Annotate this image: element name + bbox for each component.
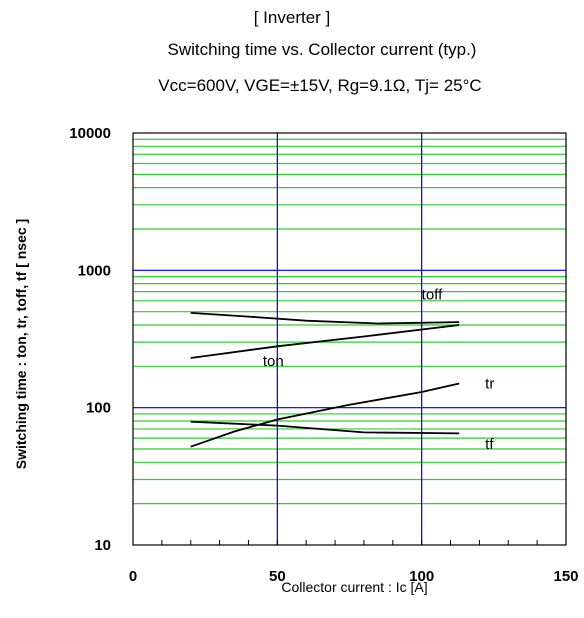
y-tick-label: 10	[94, 537, 111, 554]
chart-conditions: Vcc=600V, VGE=±15V, Rg=9.1Ω, Tj= 25°C	[158, 76, 482, 95]
series-label-tf: tf	[485, 436, 494, 453]
minor-grid	[133, 138, 566, 505]
x-tick-label: 50	[269, 568, 286, 585]
tick-labels: 10 100 1000 10000 0 50 100 150	[69, 125, 578, 585]
y-axis-label: Switching time : ton, tr, toff, tf [ nse…	[13, 219, 29, 469]
series-line-tr	[190, 382, 460, 448]
curves	[190, 312, 460, 448]
x-tick-label: 0	[129, 568, 137, 585]
series-line-tf	[190, 420, 460, 435]
series-line-toff	[190, 312, 460, 325]
x-tick-label: 100	[409, 568, 434, 585]
chart-title-inverter: [ Inverter ]	[253, 8, 331, 27]
series-label-tr: tr	[485, 375, 494, 392]
major-grid	[133, 133, 566, 545]
y-tick-label: 10000	[69, 125, 111, 142]
x-tick-label: 150	[553, 568, 578, 585]
tick-marks	[161, 540, 538, 545]
x-axis-label: Collector current : Ic [A]	[281, 579, 427, 595]
series-label-toff: toff	[422, 287, 443, 304]
series-line-ton	[190, 324, 460, 359]
y-tick-label: 1000	[78, 262, 111, 279]
plot-frame	[132, 132, 567, 546]
chart-title: Switching time vs. Collector current (ty…	[167, 40, 477, 59]
series-labels: toff ton tr tf	[263, 287, 494, 453]
y-tick-label: 100	[86, 400, 111, 417]
series-label-ton: ton	[263, 353, 284, 370]
